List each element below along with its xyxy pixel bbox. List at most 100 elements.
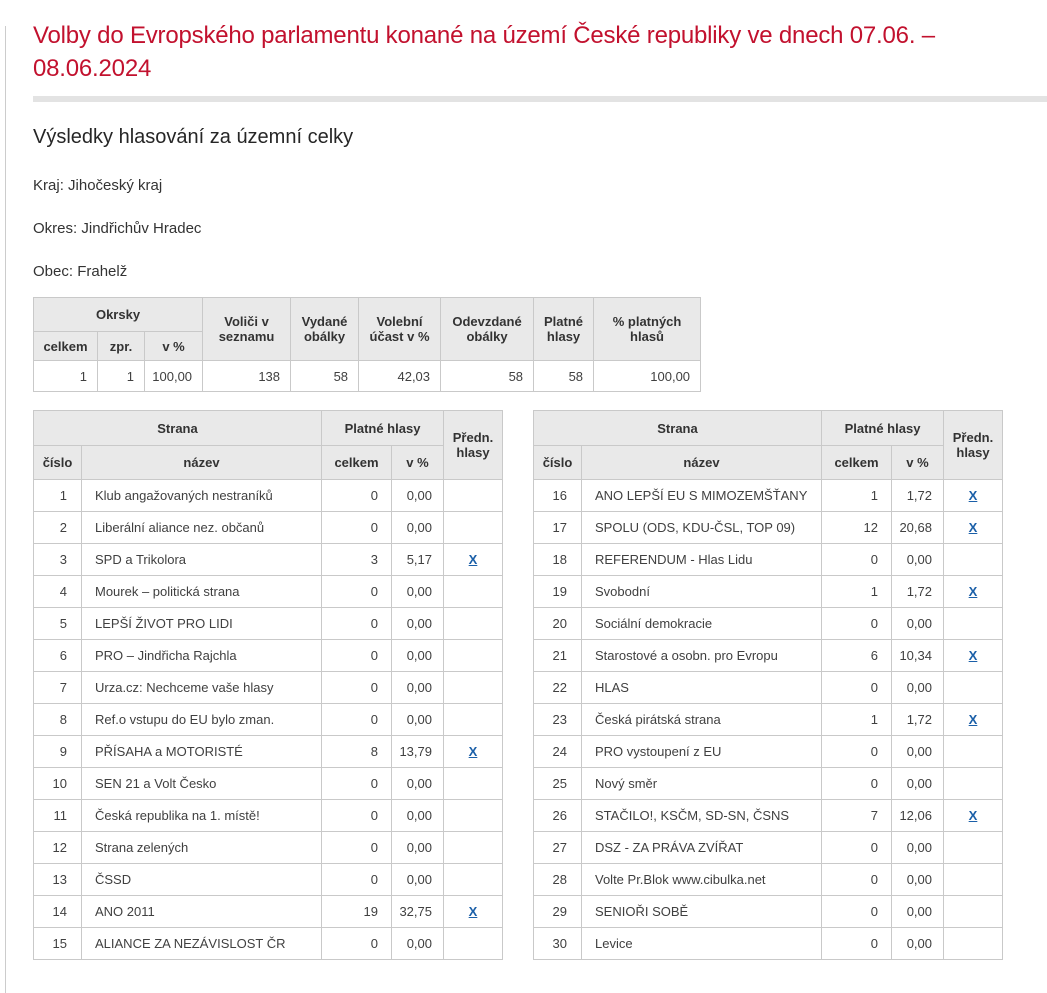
pref-votes-cell: X	[443, 895, 503, 928]
pref-votes-cell	[943, 767, 1003, 800]
party-votes-cell: 0	[321, 831, 392, 864]
party-votes-cell: 1	[821, 575, 892, 608]
okrsky-zpr-value: 1	[97, 360, 145, 392]
volebni-ucast-value: 42,03	[358, 360, 442, 392]
pref-votes-link[interactable]: X	[968, 520, 978, 535]
party-name-cell: Sociální demokracie	[581, 607, 822, 640]
pref-votes-cell	[943, 895, 1003, 928]
pref-votes-cell	[443, 479, 503, 512]
table-row: 8 Ref.o vstupu do EU bylo zman. 0 0,00	[33, 703, 503, 736]
table-row: 25 Nový směr 0 0,00	[533, 767, 1003, 800]
pref-votes-cell	[943, 543, 1003, 576]
party-percent-cell: 0,00	[391, 767, 444, 800]
region-value: Frahelž	[77, 263, 128, 280]
party-votes-cell: 0	[321, 767, 392, 800]
header-vydane-obalky: Vydané obálky	[290, 297, 360, 361]
party-number-cell: 2	[33, 511, 82, 544]
party-votes-cell: 0	[821, 671, 892, 704]
party-votes-cell: 0	[321, 703, 392, 736]
table-row: 18 REFERENDUM - Hlas Lidu 0 0,00	[533, 543, 1003, 576]
odevzdane-obalky-value: 58	[440, 360, 535, 392]
party-name-cell: Nový směr	[581, 767, 822, 800]
pref-votes-link[interactable]: X	[468, 552, 478, 567]
party-number-cell: 28	[533, 863, 582, 896]
pref-votes-cell	[443, 671, 503, 704]
party-percent-cell: 1,72	[891, 703, 944, 736]
pref-votes-cell: X	[443, 735, 503, 768]
party-name-cell: SPOLU (ODS, KDU-ČSL, TOP 09)	[581, 511, 822, 544]
party-percent-cell: 5,17	[391, 543, 444, 576]
pref-votes-link[interactable]: X	[968, 808, 978, 823]
pref-votes-link[interactable]: X	[968, 488, 978, 503]
pref-votes-link[interactable]: X	[968, 584, 978, 599]
party-percent-cell: 0,00	[891, 895, 944, 928]
table-row: 23 Česká pirátská strana 1 1,72 X	[533, 703, 1003, 736]
header-strana: Strana	[533, 410, 822, 446]
table-row: 16 ANO LEPŠÍ EU S MIMOZEMŠŤANY 1 1,72 X	[533, 479, 1003, 512]
party-votes-cell: 0	[821, 831, 892, 864]
party-number-cell: 16	[533, 479, 582, 512]
party-name-cell: HLAS	[581, 671, 822, 704]
header-celkem: celkem	[321, 445, 392, 480]
pref-votes-cell: X	[943, 575, 1003, 608]
party-name-cell: DSZ - ZA PRÁVA ZVÍŘAT	[581, 831, 822, 864]
header-predn-hlasy: Předn. hlasy	[443, 410, 503, 480]
party-votes-cell: 0	[821, 927, 892, 960]
party-number-cell: 23	[533, 703, 582, 736]
party-votes-cell: 6	[821, 639, 892, 672]
party-percent-cell: 0,00	[891, 863, 944, 896]
header-cislo: číslo	[533, 445, 582, 480]
pref-votes-cell: X	[943, 511, 1003, 544]
pref-votes-cell	[443, 575, 503, 608]
party-name-cell: Ref.o vstupu do EU bylo zman.	[81, 703, 322, 736]
party-name-cell: SPD a Trikolora	[81, 543, 322, 576]
party-percent-cell: 0,00	[391, 927, 444, 960]
table-row: 7 Urza.cz: Nechceme vaše hlasy 0 0,00	[33, 671, 503, 704]
frame-border-line	[5, 26, 6, 993]
summary-values-row: 1 1 100,00 138 58 42,03 58 58 100,00	[33, 360, 702, 392]
party-percent-cell: 0,00	[891, 671, 944, 704]
party-results-tables: Strana Platné hlasy Předn. hlasy číslo n…	[33, 410, 1047, 960]
header-okrsky-v-pct: v %	[143, 331, 204, 361]
election-results-page: { "header": { "title": "Volby do Evropsk…	[0, 19, 1047, 993]
party-table-left: Strana Platné hlasy Předn. hlasy číslo n…	[33, 410, 503, 960]
table-row: 30 Levice 0 0,00	[533, 927, 1003, 960]
pref-votes-cell	[443, 607, 503, 640]
pref-votes-cell	[943, 671, 1003, 704]
party-name-cell: REFERENDUM - Hlas Lidu	[581, 543, 822, 576]
table-row: 9 PŘÍSAHA a MOTORISTÉ 8 13,79 X	[33, 735, 503, 768]
party-percent-cell: 0,00	[391, 831, 444, 864]
party-number-cell: 30	[533, 927, 582, 960]
party-votes-cell: 0	[821, 863, 892, 896]
pref-votes-cell: X	[443, 543, 503, 576]
party-number-cell: 19	[533, 575, 582, 608]
party-votes-cell: 0	[321, 927, 392, 960]
pref-votes-link[interactable]: X	[968, 648, 978, 663]
table-row: 24 PRO vystoupení z EU 0 0,00	[533, 735, 1003, 768]
pref-votes-link[interactable]: X	[468, 904, 478, 919]
party-votes-cell: 0	[821, 735, 892, 768]
party-votes-cell: 3	[321, 543, 392, 576]
party-name-cell: SEN 21 a Volt Česko	[81, 767, 322, 800]
party-number-cell: 29	[533, 895, 582, 928]
party-percent-cell: 0,00	[391, 703, 444, 736]
pref-votes-cell	[443, 831, 503, 864]
party-number-cell: 14	[33, 895, 82, 928]
pref-votes-cell	[943, 831, 1003, 864]
pref-votes-link[interactable]: X	[968, 712, 978, 727]
party-name-cell: LEPŠÍ ŽIVOT PRO LIDI	[81, 607, 322, 640]
party-percent-cell: 0,00	[891, 543, 944, 576]
header-divider	[33, 96, 1047, 102]
party-number-cell: 26	[533, 799, 582, 832]
header-okrsky-celkem: celkem	[33, 331, 98, 361]
header-okrsky-zpr: zpr.	[97, 331, 145, 361]
region-label: Okres	[33, 220, 74, 237]
header-v-pct: v %	[891, 445, 944, 480]
party-name-cell: Svobodní	[581, 575, 822, 608]
region-label: Obec	[33, 263, 69, 280]
party-votes-cell: 19	[321, 895, 392, 928]
party-votes-cell: 0	[321, 671, 392, 704]
pref-votes-link[interactable]: X	[468, 744, 478, 759]
pref-votes-cell: X	[943, 703, 1003, 736]
header-volici-v-seznamu: Voliči v seznamu	[202, 297, 292, 361]
